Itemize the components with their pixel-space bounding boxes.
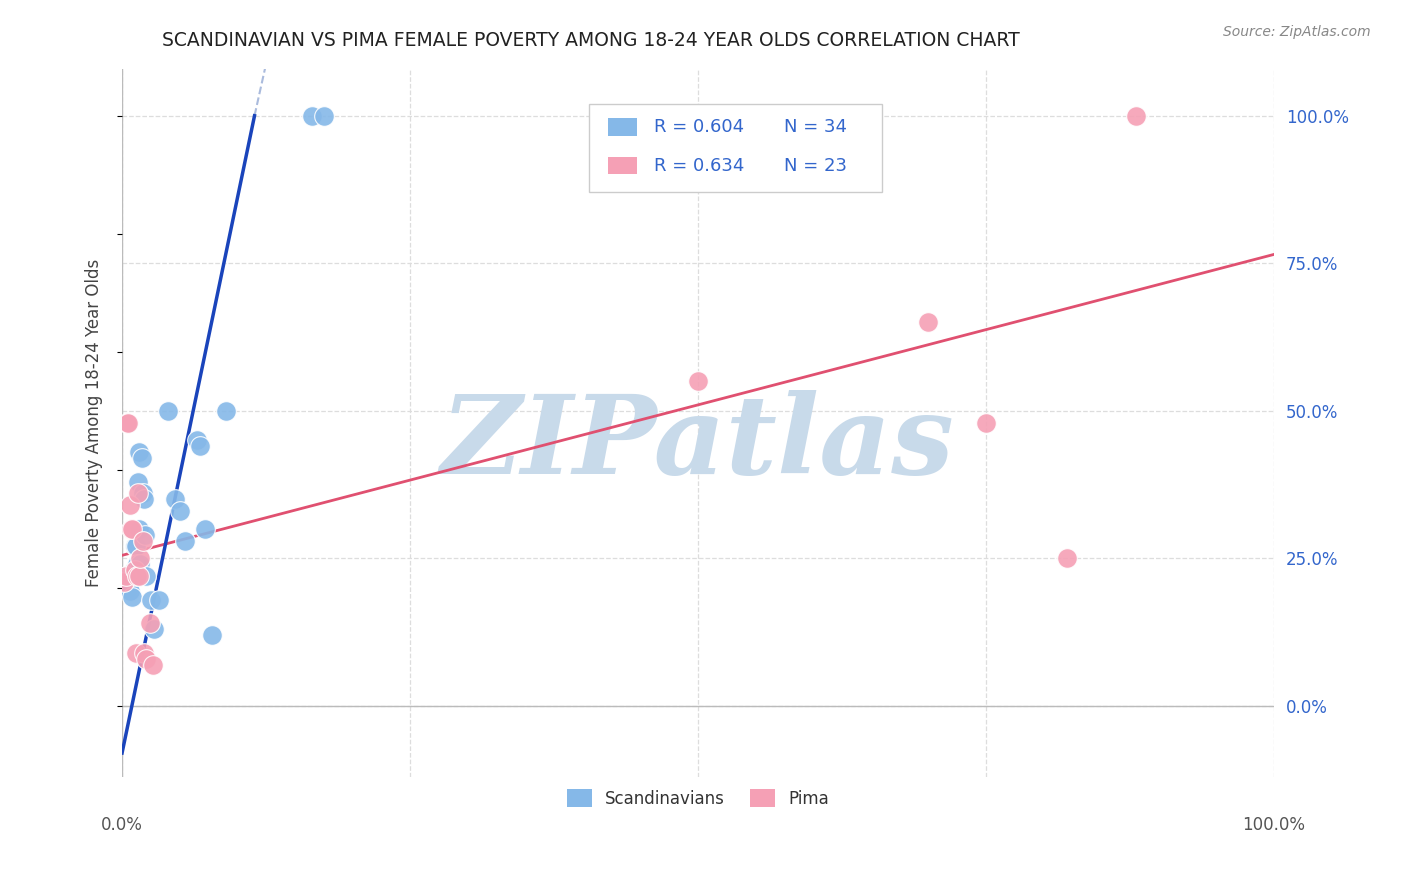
Point [125, 569, 148, 583]
Point [157, 404, 180, 418]
Point [1125, 109, 1147, 123]
Point [120, 498, 142, 512]
Bar [609, 157, 637, 174]
Point [129, 558, 152, 572]
Point [974, 416, 997, 430]
Point [128, 569, 150, 583]
Point [120, 569, 142, 583]
Text: R = 0.634: R = 0.634 [654, 156, 745, 175]
Point [114, 569, 136, 583]
Point [125, 646, 148, 660]
Point [120, 522, 142, 536]
Text: N = 23: N = 23 [785, 156, 848, 175]
Point [139, 592, 162, 607]
Point [186, 434, 208, 448]
Point [142, 657, 165, 672]
Point [163, 492, 186, 507]
Point [169, 504, 191, 518]
Point [124, 563, 146, 577]
Point [114, 572, 136, 586]
Point [201, 628, 224, 642]
Bar [609, 119, 637, 136]
Point [117, 581, 139, 595]
Point [127, 486, 149, 500]
Point [117, 416, 139, 430]
Point [194, 522, 217, 536]
Text: 0.0%: 0.0% [101, 815, 143, 833]
Point [122, 563, 145, 577]
Point [135, 569, 157, 583]
Point [115, 574, 138, 589]
Point [135, 651, 157, 665]
Point [131, 450, 153, 465]
Point [115, 416, 138, 430]
Point [121, 590, 143, 604]
Point [686, 374, 709, 388]
Point [190, 439, 212, 453]
Point [917, 315, 939, 329]
Point [125, 558, 148, 572]
FancyBboxPatch shape [589, 104, 883, 193]
Text: R = 0.604: R = 0.604 [654, 119, 744, 136]
Point [132, 646, 155, 660]
Point [132, 486, 155, 500]
Text: 100.0%: 100.0% [1243, 815, 1306, 833]
Point [148, 592, 170, 607]
Point [120, 583, 142, 598]
Point [143, 622, 166, 636]
Point [118, 569, 141, 583]
Point [125, 540, 148, 554]
Point [127, 475, 149, 489]
Point [301, 109, 323, 123]
Point [132, 492, 155, 507]
Point [312, 109, 335, 123]
Point [174, 533, 197, 548]
Point [215, 404, 238, 418]
Point [128, 522, 150, 536]
Text: N = 34: N = 34 [785, 119, 848, 136]
Text: Source: ZipAtlas.com: Source: ZipAtlas.com [1223, 25, 1371, 39]
Point [128, 445, 150, 459]
Legend: Scandinavians, Pima: Scandinavians, Pima [560, 782, 835, 814]
Point [112, 574, 135, 589]
Point [132, 533, 155, 548]
Point [129, 551, 152, 566]
Text: ZIPatlas: ZIPatlas [441, 390, 955, 498]
Point [138, 616, 160, 631]
Point [1056, 551, 1078, 566]
Text: SCANDINAVIAN VS PIMA FEMALE POVERTY AMONG 18-24 YEAR OLDS CORRELATION CHART: SCANDINAVIAN VS PIMA FEMALE POVERTY AMON… [162, 31, 1019, 50]
Point [124, 540, 146, 554]
Y-axis label: Female Poverty Among 18-24 Year Olds: Female Poverty Among 18-24 Year Olds [86, 259, 103, 587]
Point [121, 522, 143, 536]
Point [134, 527, 156, 541]
